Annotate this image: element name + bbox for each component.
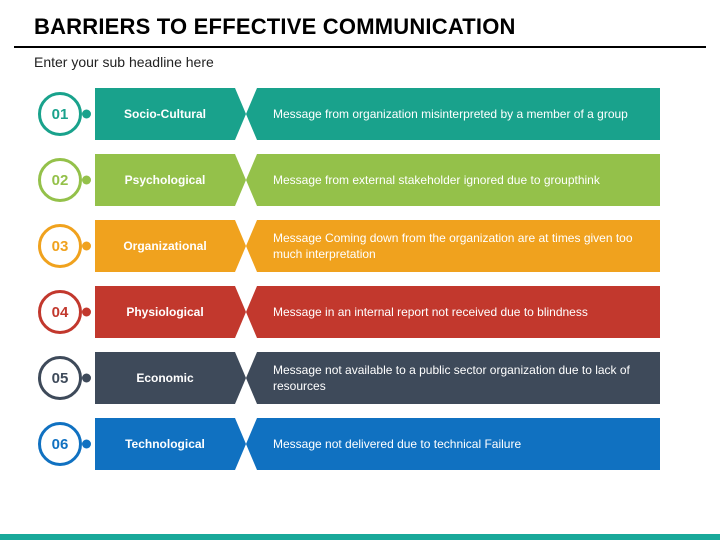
- row-number-badge: 01: [38, 92, 82, 136]
- row-label: Technological: [95, 418, 235, 470]
- row-number-badge: 03: [38, 224, 82, 268]
- subtitle: Enter your sub headline here: [0, 48, 720, 70]
- row-number-badge: 02: [38, 158, 82, 202]
- chevron-divider: [235, 154, 257, 206]
- row-number-badge: 05: [38, 356, 82, 400]
- row-label: Psychological: [95, 154, 235, 206]
- barrier-row: 04PhysiologicalMessage in an internal re…: [95, 286, 660, 338]
- row-number-badge: 06: [38, 422, 82, 466]
- row-description: Message not available to a public sector…: [257, 352, 660, 404]
- chevron-divider: [235, 220, 257, 272]
- row-label: Economic: [95, 352, 235, 404]
- barrier-row: 05EconomicMessage not available to a pub…: [95, 352, 660, 404]
- row-label: Socio-Cultural: [95, 88, 235, 140]
- page-title: BARRIERS TO EFFECTIVE COMMUNICATION: [34, 14, 686, 40]
- title-bar: BARRIERS TO EFFECTIVE COMMUNICATION: [14, 0, 706, 48]
- barrier-row: 06TechnologicalMessage not delivered due…: [95, 418, 660, 470]
- chevron-divider: [235, 286, 257, 338]
- barrier-list: 01 Socio-Cultural Message from organizatio…: [0, 70, 720, 470]
- row-description: Message not delivered due to technical F…: [257, 418, 660, 470]
- chevron-divider: [235, 88, 257, 140]
- row-description: Message from external stakeholder ignore…: [257, 154, 660, 206]
- footer-accent: [0, 534, 720, 540]
- barrier-row: 02PsychologicalMessage from external sta…: [95, 154, 660, 206]
- row-number-badge: 04: [38, 290, 82, 334]
- row-description: Message Coming down from the organizatio…: [257, 220, 660, 272]
- row-description: Message from organization misinterpreted…: [257, 88, 660, 140]
- row-label: Organizational: [95, 220, 235, 272]
- barrier-row: 03OrganizationalMessage Coming down from…: [95, 220, 660, 272]
- row-description: Message in an internal report not receiv…: [257, 286, 660, 338]
- row-label: Physiological: [95, 286, 235, 338]
- chevron-divider: [235, 352, 257, 404]
- chevron-divider: [235, 418, 257, 470]
- barrier-row: 01Socio-CulturalMessage from organizatio…: [95, 88, 660, 140]
